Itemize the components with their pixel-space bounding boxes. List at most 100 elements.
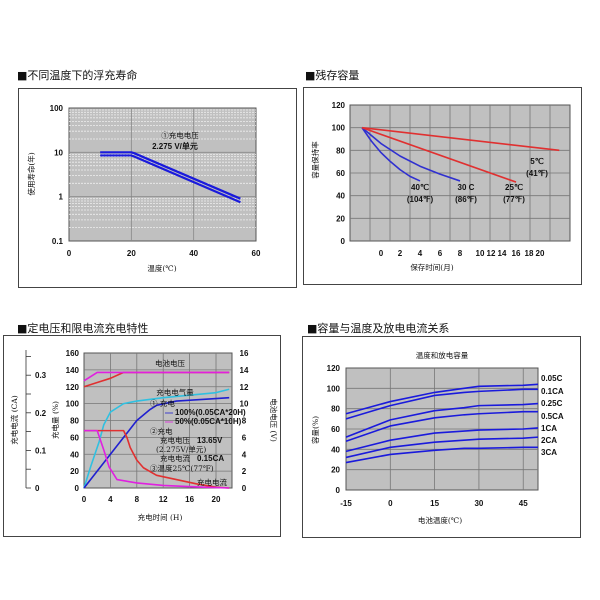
legend-100: 100%(0.05CA*20H) xyxy=(175,408,246,417)
x-tick-label: 20 xyxy=(536,249,545,258)
legend-current: 充电电流 xyxy=(160,453,190,463)
y-tick-label: 80 xyxy=(336,146,345,155)
x-tick-label: 40 xyxy=(189,249,198,258)
y-tick-label: 40 xyxy=(336,192,345,201)
legend-temperature: ③温度25℃(77℉) xyxy=(150,463,214,473)
section-title-residual-capacity: ■残存容量 xyxy=(305,69,360,82)
y2-tick-label: 2 xyxy=(242,467,247,476)
curve-label-f: (77℉) xyxy=(503,195,525,204)
capacity-curve-3CA xyxy=(345,446,538,464)
far-left-axis-label: 充电电流 (CA) xyxy=(9,395,19,444)
charge-curve-current-50 xyxy=(84,429,230,489)
y-tick-label: 120 xyxy=(332,101,346,110)
capacity-curve-1CA xyxy=(345,427,539,453)
y-tick-label: 0 xyxy=(75,484,80,493)
retention-curve-2 xyxy=(361,126,517,183)
charge-curve-charge-50 xyxy=(83,388,230,489)
y-tick-label: 0.1 xyxy=(52,237,64,246)
series-label: 2CA xyxy=(541,436,557,445)
x-tick-label: 16 xyxy=(185,495,194,504)
y2-tick-label: 10 xyxy=(240,400,249,409)
retention-curve-1 xyxy=(361,127,461,182)
x-tick-label: 4 xyxy=(418,249,423,258)
x-tick-label: 12 xyxy=(487,249,496,258)
legend-current-value: 0.15CA xyxy=(197,454,224,463)
right-axis-label: 电池电压 (V) xyxy=(269,398,279,442)
charge-curve-voltage-50 xyxy=(83,371,230,382)
y-tick-label: 40 xyxy=(331,445,340,454)
x-tick-label: 20 xyxy=(212,495,221,504)
x-axis-label: 电池温度(℃) xyxy=(418,515,462,525)
y2-tick-label: 0 xyxy=(242,484,247,493)
legend-voltage-value: 13.65V xyxy=(197,436,223,445)
life-curve-0 xyxy=(100,151,241,200)
current-tick-label: 0.1 xyxy=(35,446,47,455)
legend-50: 50%(0.05CA*10H) xyxy=(175,417,242,426)
x-tick-label: 20 xyxy=(127,249,136,258)
x-tick-label: 18 xyxy=(525,249,534,258)
capacity-curve-2CA xyxy=(345,436,539,459)
left-axis-label: 充电量 (%) xyxy=(50,401,60,439)
curve-label-f: (41℉) xyxy=(526,169,548,178)
y-tick-label: 0 xyxy=(336,486,341,495)
y-tick-label: 100 xyxy=(66,400,80,409)
x-tick-label: 0 xyxy=(379,249,384,258)
retention-curve-0 xyxy=(361,127,421,182)
curve-label-f: (86℉) xyxy=(455,195,477,204)
series-label: 0.5CA xyxy=(541,412,564,421)
curve-label-f: (104℉) xyxy=(407,195,434,204)
section-title-charge-characteristics: ■定电压和限电流充电特性 xyxy=(17,322,149,335)
legend-title-1: ① 充电 xyxy=(150,398,175,408)
series-label: 0.1CA xyxy=(541,387,564,396)
x-tick-label: 8 xyxy=(135,495,140,504)
curve-label: 5℃ xyxy=(530,157,543,166)
y-tick-label: 0 xyxy=(341,237,346,246)
y-tick-label: 80 xyxy=(70,417,79,426)
y-tick-label: 160 xyxy=(66,349,80,358)
x-tick-label: 0 xyxy=(388,499,393,508)
x-tick-label: 15 xyxy=(430,499,439,508)
x-tick-label: 30 xyxy=(474,499,483,508)
y-tick-label: 60 xyxy=(336,169,345,178)
section-title-float-life: ■不同温度下的浮充寿命 xyxy=(17,69,138,82)
capacity-curve-0.05C xyxy=(345,383,539,415)
y-axis-label: 容量(%) xyxy=(310,416,320,444)
current-tick-label: 0.3 xyxy=(35,371,47,380)
x-tick-label: 6 xyxy=(438,249,443,258)
annotation-voltage-value: 2.275 V/单元 xyxy=(152,141,198,151)
y2-tick-label: 6 xyxy=(242,433,247,442)
charge-curve-current-100 xyxy=(84,429,230,489)
series-label: 3CA xyxy=(541,448,557,457)
capacity-curve-0.1CA xyxy=(345,388,538,420)
y-tick-label: 20 xyxy=(331,466,340,475)
life-curve-1 xyxy=(100,154,241,204)
y-axis-label: 容量保持率 xyxy=(310,141,320,179)
x-axis-label: 保存时间(月) xyxy=(410,262,453,272)
x-tick-label: 2 xyxy=(398,249,403,258)
current-tick-label: 0 xyxy=(35,484,40,493)
y2-tick-label: 4 xyxy=(242,450,247,459)
curve-label: 40℃ xyxy=(411,183,429,192)
curve-label: 25℃ xyxy=(505,183,523,192)
y-tick-label: 20 xyxy=(70,467,79,476)
y-tick-label: 1 xyxy=(59,193,64,202)
y-tick-label: 100 xyxy=(332,124,346,133)
series-label: 0.25C xyxy=(541,399,563,408)
y-tick-label: 140 xyxy=(66,366,80,375)
plot-area-float-life xyxy=(68,107,257,242)
retention-curve-3 xyxy=(361,126,560,152)
y-tick-label: 120 xyxy=(66,383,80,392)
annotation-charge-voltage: ①充电电压 xyxy=(161,130,199,140)
label-battery-voltage: 电池电压 xyxy=(155,358,185,368)
y-tick-label: 100 xyxy=(50,104,64,113)
chart-title: 温度和放电容量 xyxy=(416,350,469,360)
y-tick-label: 120 xyxy=(327,364,341,373)
charge-curve-charge-100 xyxy=(83,396,230,489)
x-tick-label: 0 xyxy=(67,249,72,258)
legend-voltage: 充电电压 xyxy=(160,435,190,445)
x-tick-label: 60 xyxy=(252,249,261,258)
x-tick-label: 0 xyxy=(82,495,87,504)
series-label: 0.05C xyxy=(541,374,563,383)
x-axis-label: 温度(℃) xyxy=(147,263,176,273)
